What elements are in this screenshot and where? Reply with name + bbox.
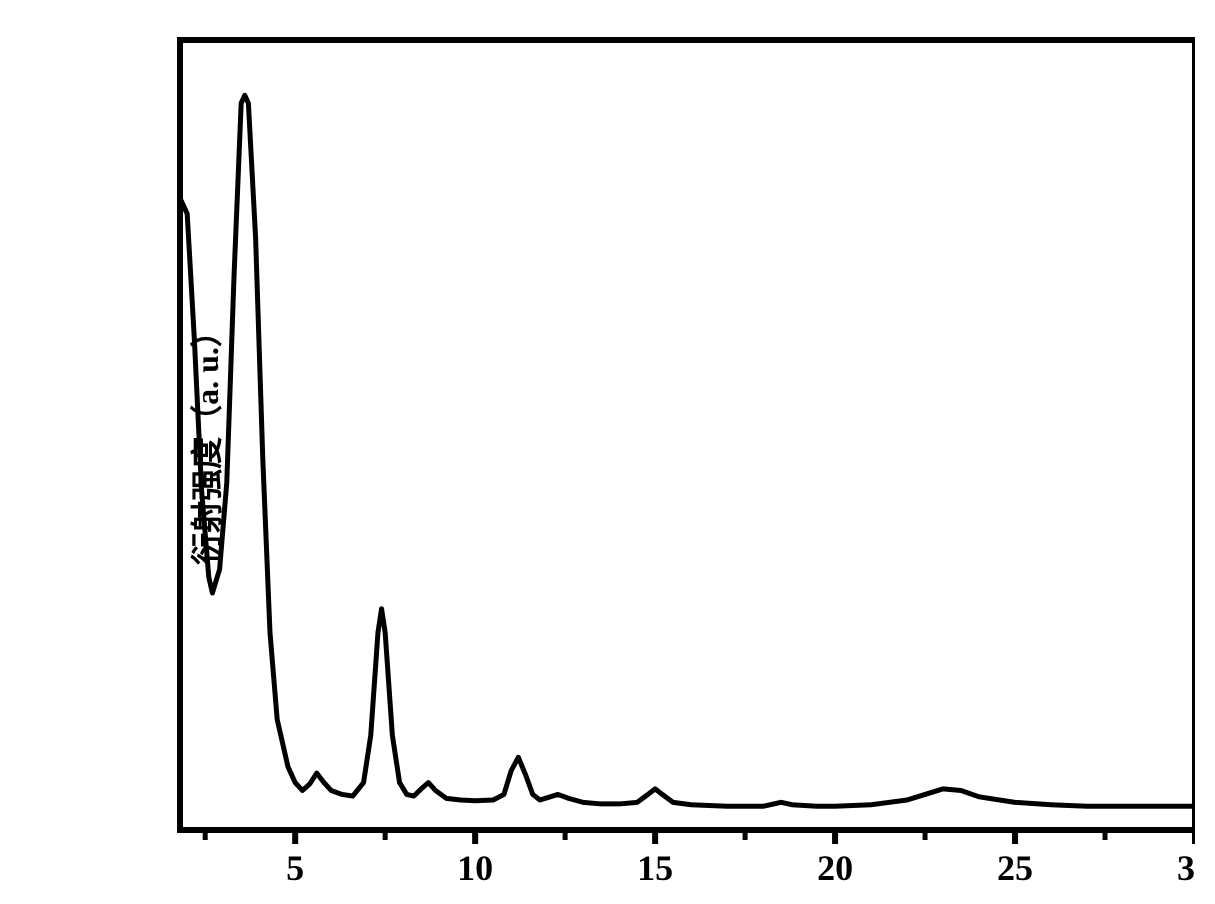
x-tick-label: 30 xyxy=(1177,848,1195,888)
y-axis-label: 衍射强度（a. u.） xyxy=(182,315,228,565)
x-tick-label: 10 xyxy=(457,848,493,888)
x-tick-label: 20 xyxy=(817,848,853,888)
x-tick-label: 5 xyxy=(286,848,304,888)
x-tick-label: 15 xyxy=(637,848,673,888)
xrd-data-line xyxy=(180,95,1195,806)
plot-area: 5 10 15 20 25 30 xyxy=(80,20,1195,890)
plot-border xyxy=(180,40,1195,830)
x-tick-label: 25 xyxy=(997,848,1033,888)
xrd-chart: 衍射强度（a. u.） 51015202530 xyxy=(80,20,1195,860)
